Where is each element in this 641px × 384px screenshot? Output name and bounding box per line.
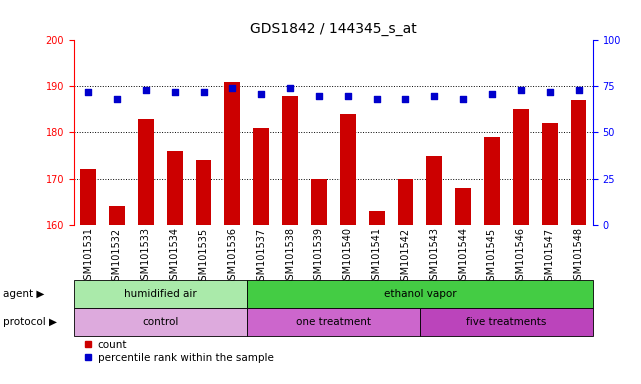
Bar [397, 179, 413, 225]
Bar [224, 82, 240, 225]
Bar [513, 109, 529, 225]
Bar [311, 179, 327, 225]
Bar [570, 100, 587, 225]
Point [112, 96, 122, 103]
Point [228, 85, 238, 91]
Point [199, 89, 209, 95]
Point [169, 89, 179, 95]
Point [372, 96, 382, 103]
Point [574, 87, 584, 93]
Legend: count, percentile rank within the sample: count, percentile rank within the sample [79, 336, 278, 367]
Bar [247, 308, 420, 336]
Point [314, 93, 324, 99]
Point [487, 91, 497, 97]
Text: GDS1842 / 144345_s_at: GDS1842 / 144345_s_at [250, 23, 417, 36]
Text: five treatments: five treatments [466, 317, 547, 327]
Text: ethanol vapor: ethanol vapor [383, 289, 456, 299]
Bar [253, 128, 269, 225]
Point [256, 91, 267, 97]
Text: one treatment: one treatment [296, 317, 371, 327]
Point [400, 96, 410, 103]
Bar [542, 123, 558, 225]
Point [429, 93, 440, 99]
Bar [420, 308, 593, 336]
Point [83, 89, 94, 95]
Bar [80, 169, 96, 225]
Bar [74, 280, 247, 308]
Text: humidified air: humidified air [124, 289, 197, 299]
Text: agent ▶: agent ▶ [3, 289, 45, 299]
Bar [455, 188, 471, 225]
Bar [109, 206, 125, 225]
Text: control: control [142, 317, 178, 327]
Bar [138, 119, 154, 225]
Bar [74, 308, 247, 336]
Text: protocol ▶: protocol ▶ [3, 317, 57, 327]
Bar [247, 280, 593, 308]
Bar [484, 137, 500, 225]
Bar [340, 114, 356, 225]
Point [140, 87, 151, 93]
Point [545, 89, 555, 95]
Bar [196, 160, 212, 225]
Bar [167, 151, 183, 225]
Point [458, 96, 468, 103]
Point [285, 85, 295, 91]
Point [515, 87, 526, 93]
Bar [282, 96, 298, 225]
Point [342, 93, 353, 99]
Bar [369, 211, 385, 225]
Bar [426, 156, 442, 225]
